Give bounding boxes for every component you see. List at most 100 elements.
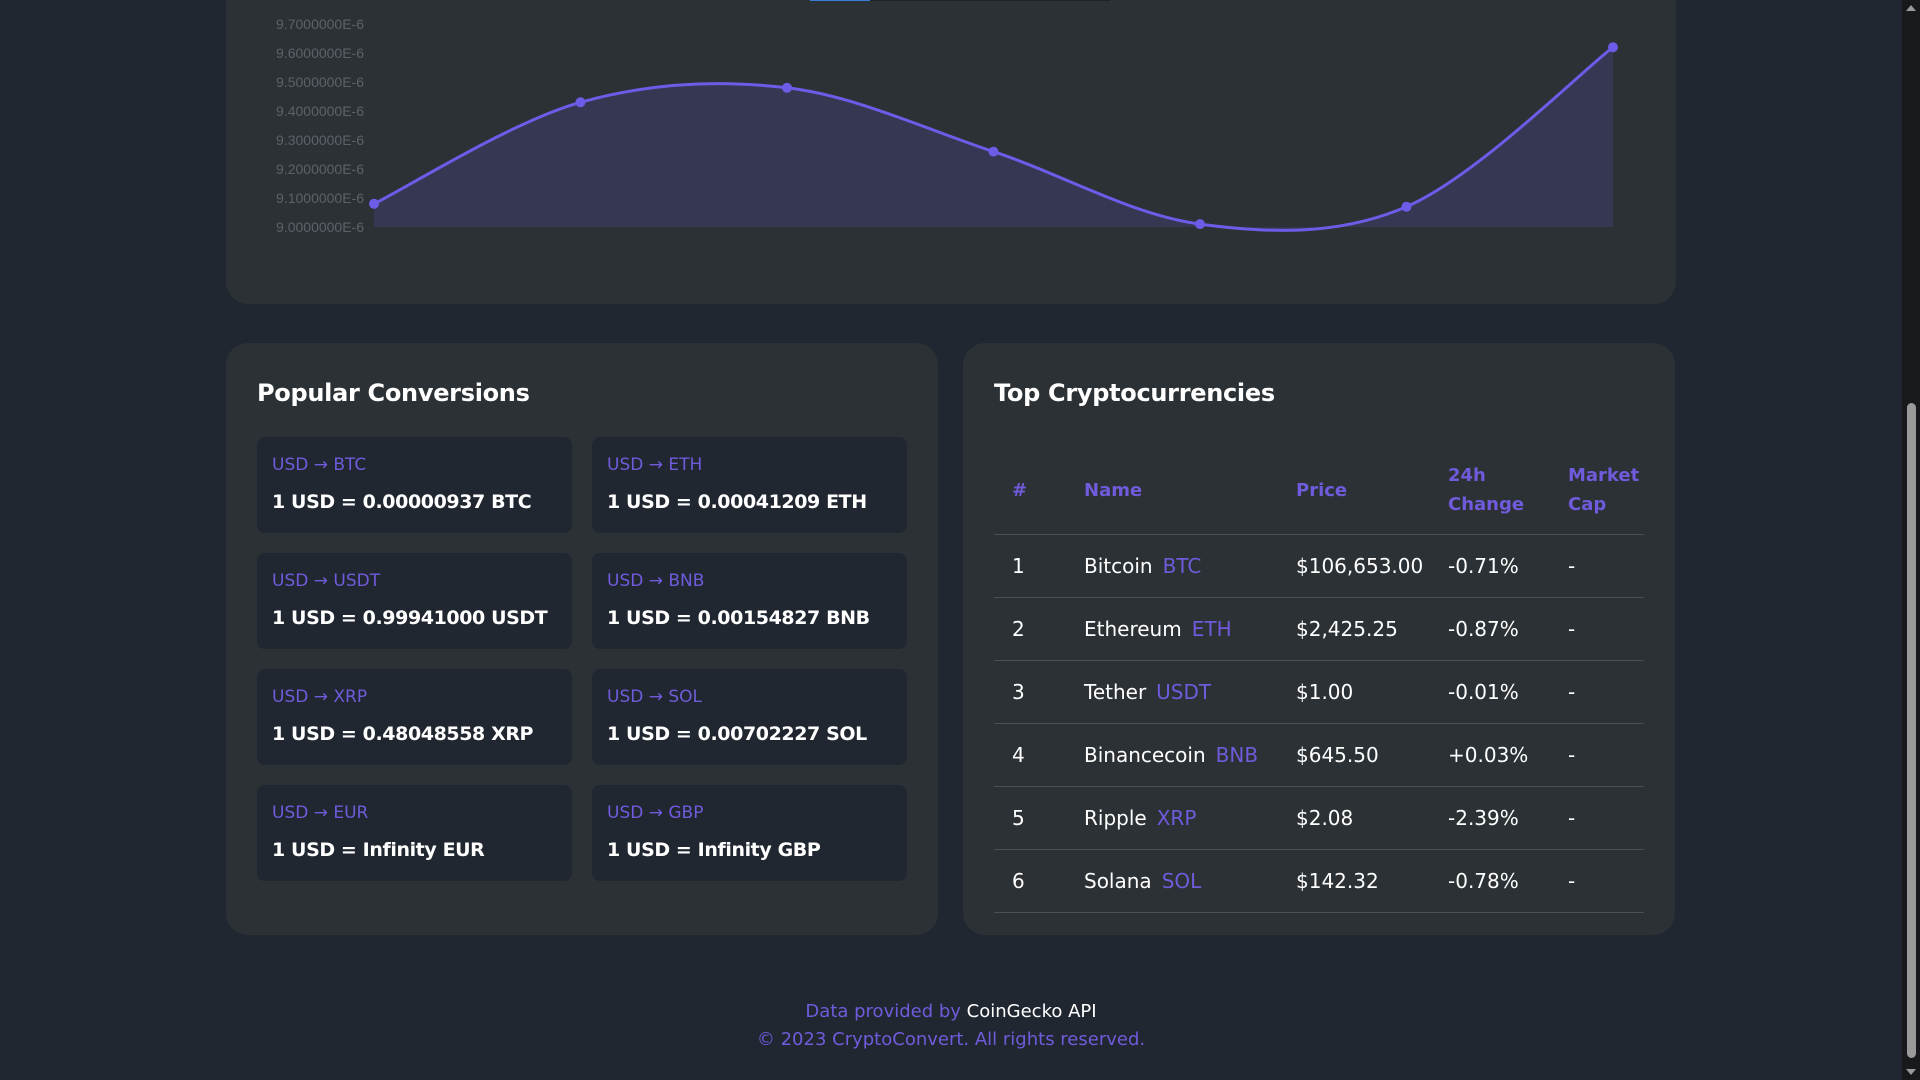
price-chart-card: 9.7000000E-6 9.6000000E-6 9.5000000E-6 9.40…	[226, 0, 1676, 304]
coin-symbol: USDT	[1156, 679, 1212, 704]
y-tick-label: 9.3000000E-6	[276, 132, 364, 148]
market-cap-cell: -	[1550, 660, 1644, 724]
header-market-cap: Market Cap	[1550, 447, 1644, 535]
coin-name: Ethereum	[1084, 616, 1182, 641]
coin-symbol: BTC	[1162, 553, 1202, 578]
chart-data-point	[988, 146, 999, 157]
coin-name: Tether	[1084, 679, 1147, 704]
y-tick-label: 9.1000000E-6	[276, 190, 364, 206]
crypto-table: # Name Price 24h Change Market Cap 1 Bitco…	[994, 447, 1644, 913]
name-cell: Binancecoin BNB	[1066, 723, 1278, 787]
conversion-card-eth[interactable]: USD → ETH 1 USD = 0.00041209 ETH	[592, 437, 907, 533]
popular-conversions-title: Popular Conversions	[257, 379, 530, 407]
header-price: Price	[1278, 447, 1430, 535]
coin-name: Binancecoin	[1084, 742, 1206, 767]
rank-cell: 5	[994, 786, 1066, 850]
conversion-rate: 1 USD = 0.00000937 BTC	[272, 491, 532, 513]
price-chart: 9.7000000E-6 9.6000000E-6 9.5000000E-6 9.40…	[276, 16, 1618, 235]
header-cap-line1: Market	[1568, 465, 1640, 487]
table-row[interactable]: 6 Solana SOL $142.32 -0.78% -	[994, 849, 1644, 913]
conversion-pair: USD → BNB	[607, 571, 705, 591]
table-header-row: # Name Price 24h Change Market Cap	[994, 447, 1644, 535]
scroll-up-arrow-icon[interactable]	[1906, 5, 1916, 11]
copyright-text: © 2023 CryptoConvert. All rights reserve…	[756, 1029, 1146, 1050]
market-cap-cell: -	[1550, 534, 1644, 598]
conversion-rate: 1 USD = 0.48048558 XRP	[272, 723, 534, 745]
conversion-pair: USD → EUR	[272, 803, 369, 823]
header-rank: #	[994, 447, 1066, 535]
change-cell: -0.71%	[1430, 534, 1550, 598]
chart-data-point	[369, 198, 379, 209]
coin-name: Ripple	[1084, 805, 1147, 830]
conversion-card-usdt[interactable]: USD → USDT 1 USD = 0.99941000 USDT	[257, 553, 572, 649]
y-tick-label: 9.4000000E-6	[276, 103, 364, 119]
table-row[interactable]: 1 Bitcoin BTC $106,653.00 -0.71% -	[994, 534, 1644, 598]
market-cap-cell: -	[1550, 849, 1644, 913]
conversion-rate: 1 USD = 0.00702227 SOL	[607, 723, 867, 745]
change-cell: +0.03%	[1430, 723, 1550, 787]
coin-symbol: SOL	[1161, 868, 1202, 893]
chart-data-point	[575, 97, 586, 108]
table-row[interactable]: 2 Ethereum ETH $2,425.25 -0.87% -	[994, 597, 1644, 661]
header-change: 24h Change	[1430, 447, 1550, 535]
coin-name: Solana	[1084, 868, 1152, 893]
chart-data-point	[1195, 219, 1205, 230]
page-scrollbar[interactable]	[1902, 0, 1920, 1080]
conversion-rate: 1 USD = 0.99941000 USDT	[272, 607, 548, 629]
conversion-grid: USD → BTC 1 USD = 0.00000937 BTC USD → E…	[257, 437, 907, 881]
rank-cell: 1	[994, 534, 1066, 598]
data-attribution: Data provided by CoinGecko API	[0, 998, 1902, 1026]
conversion-pair: USD → SOL	[607, 687, 703, 707]
conversion-card-bnb[interactable]: USD → BNB 1 USD = 0.00154827 BNB	[592, 553, 907, 649]
chart-data-point	[1608, 42, 1618, 53]
market-cap-cell: -	[1550, 723, 1644, 787]
chart-range-tab-active[interactable]	[810, 0, 870, 1]
conversion-card-xrp[interactable]: USD → XRP 1 USD = 0.48048558 XRP	[257, 669, 572, 765]
conversion-card-btc[interactable]: USD → BTC 1 USD = 0.00000937 BTC	[257, 437, 572, 533]
coin-symbol: XRP	[1156, 805, 1197, 830]
table-row[interactable]: 3 Tether USDT $1.00 -0.01% -	[994, 660, 1644, 724]
name-cell: Ethereum ETH	[1066, 597, 1278, 661]
table-row[interactable]: 5 Ripple XRP $2.08 -2.39% -	[994, 786, 1644, 850]
coin-name: Bitcoin	[1084, 553, 1153, 578]
change-cell: -2.39%	[1430, 786, 1550, 850]
chart-data-point	[782, 82, 792, 93]
top-cryptocurrencies-title: Top Cryptocurrencies	[994, 379, 1275, 407]
coin-symbol: ETH	[1191, 616, 1232, 641]
price-cell: $106,653.00	[1278, 534, 1430, 598]
name-cell: Solana SOL	[1066, 849, 1278, 913]
header-change-line2: Change	[1448, 494, 1525, 516]
market-cap-cell: -	[1550, 786, 1644, 850]
conversion-pair: USD → GBP	[607, 803, 704, 823]
page-footer: Data provided by CoinGecko API © 2023 Cr…	[0, 998, 1902, 1054]
rank-cell: 3	[994, 660, 1066, 724]
y-tick-label: 9.6000000E-6	[276, 45, 364, 61]
scroll-down-arrow-icon[interactable]	[1906, 1069, 1916, 1075]
conversion-pair: USD → BTC	[272, 455, 367, 475]
coin-symbol: BNB	[1215, 742, 1259, 767]
popular-conversions-panel: Popular Conversions USD → BTC 1 USD = 0.…	[226, 343, 938, 935]
y-tick-label: 9.5000000E-6	[276, 74, 364, 90]
conversion-rate: 1 USD = Infinity GBP	[607, 839, 821, 861]
conversion-pair: USD → ETH	[607, 455, 703, 475]
table-row[interactable]: 4 Binancecoin BNB $645.50 +0.03% -	[994, 723, 1644, 787]
change-cell: -0.78%	[1430, 849, 1550, 913]
market-cap-cell: -	[1550, 597, 1644, 661]
conversion-card-gbp[interactable]: USD → GBP 1 USD = Infinity GBP	[592, 785, 907, 881]
name-cell: Tether USDT	[1066, 660, 1278, 724]
conversion-rate: 1 USD = 0.00041209 ETH	[607, 491, 867, 513]
change-cell: -0.01%	[1430, 660, 1550, 724]
price-cell: $2,425.25	[1278, 597, 1430, 661]
top-cryptocurrencies-panel: Top Cryptocurrencies # Name Price 24h Cha…	[963, 343, 1675, 935]
change-cell: -0.87%	[1430, 597, 1550, 661]
chart-range-tabs[interactable]	[810, 0, 1110, 1]
conversion-card-sol[interactable]: USD → SOL 1 USD = 0.00702227 SOL	[592, 669, 907, 765]
conversion-rate: 1 USD = Infinity EUR	[272, 839, 485, 861]
coingecko-link[interactable]: CoinGecko API	[966, 1001, 1097, 1022]
price-cell: $2.08	[1278, 786, 1430, 850]
price-cell: $142.32	[1278, 849, 1430, 913]
name-cell: Ripple XRP	[1066, 786, 1278, 850]
scrollbar-thumb[interactable]	[1907, 403, 1916, 1058]
attribution-prefix: Data provided by	[805, 1001, 967, 1022]
conversion-card-eur[interactable]: USD → EUR 1 USD = Infinity EUR	[257, 785, 572, 881]
